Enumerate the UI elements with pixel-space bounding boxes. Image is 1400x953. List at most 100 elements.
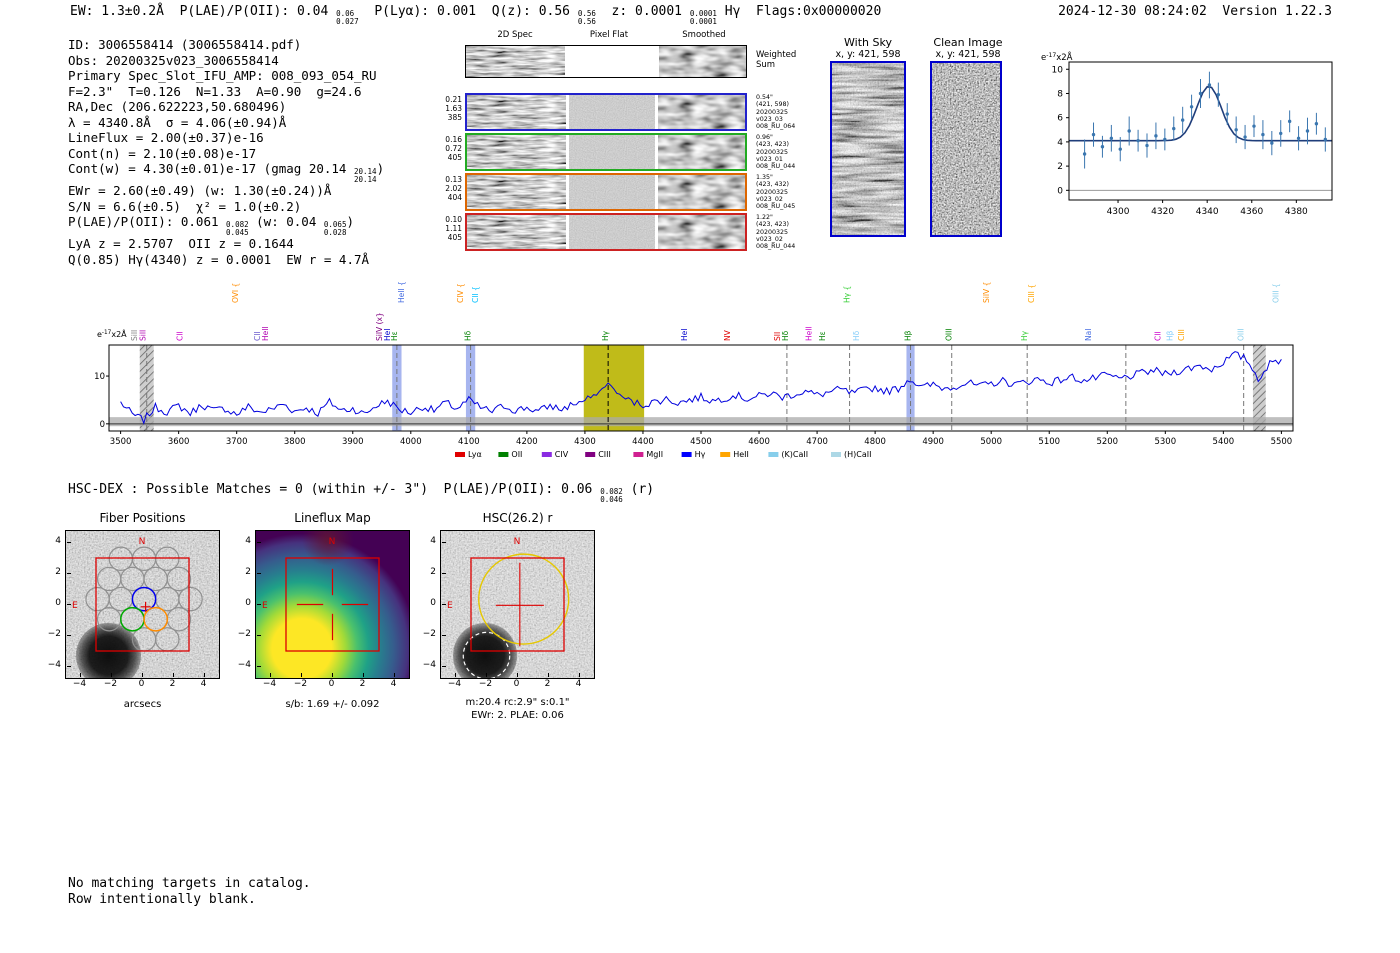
- info-line: F=2.3" T=0.126 N=1.33 A=0.90 g=24.6: [68, 84, 384, 100]
- smoothed-image: [658, 46, 746, 77]
- text-segment: (w: 0.04: [248, 214, 324, 229]
- info-line: LyA z = 2.5707 OII z = 0.1644: [68, 236, 384, 252]
- emission-line-label: Hδ: [781, 330, 790, 341]
- text-segment: RA,Dec (206.622223,50.680496): [68, 99, 287, 114]
- emission-line-label: CIII: [1177, 329, 1186, 341]
- text-segment: HSC-DEX : Possible Matches = 0 (within +…: [68, 482, 601, 497]
- weighted-fiber-circle: [131, 586, 157, 612]
- stacked-value: 20.14: [353, 174, 377, 184]
- clean-subtitle: x, y: 421, 598: [935, 49, 1001, 60]
- ifu-extent-box: [285, 557, 380, 652]
- legend-label: (K)CaII: [781, 450, 808, 459]
- info-line: S/N = 6.6(±0.5) χ² = 1.0(±0.2): [68, 199, 384, 215]
- spectrum-line: [120, 351, 1282, 425]
- panel-y-tick-label: −2: [47, 628, 61, 639]
- spec2d-image: [467, 135, 566, 169]
- panel-x-tick-label: −4: [447, 679, 462, 689]
- emission-line-label: CII: [176, 331, 185, 341]
- label-sup: -17: [1046, 52, 1056, 59]
- text-segment: ID: 3006558414 (3006558414.pdf): [68, 37, 302, 52]
- spec2d-image-noise: [467, 215, 566, 249]
- panel-x-tick-label: 4: [390, 679, 397, 689]
- cutout-col-header: 2D Spec: [497, 30, 533, 40]
- ifu-extent-box: [470, 557, 565, 652]
- hsc-image-title: HSC(26.2) r: [482, 511, 553, 525]
- legend-label: HeII: [733, 450, 749, 459]
- fiber-circle: [108, 586, 134, 612]
- panel-x-tick-label: −4: [262, 679, 277, 689]
- text-segment: P(LAE)/P(OII): 0.061: [68, 214, 227, 229]
- smoothed-image: [658, 215, 745, 249]
- east-label: E: [262, 601, 268, 611]
- data-point: [1207, 83, 1212, 87]
- label-base: e: [1041, 53, 1046, 63]
- fiber-circle: [120, 566, 145, 592]
- data-point: [1172, 126, 1176, 131]
- stacked-value: 0.027: [336, 16, 359, 26]
- fiber-circle: [155, 546, 180, 571]
- label-rest: x2Å: [111, 328, 127, 339]
- stacked-uncertainty: 0.56 0.56: [578, 10, 596, 25]
- spec2d-image: [466, 46, 566, 77]
- pixel-flat-image: [568, 95, 656, 129]
- data-point: [1154, 134, 1158, 138]
- emission-line-label: Hγ {: [843, 286, 852, 303]
- panel-y-tick-label: −4: [422, 659, 436, 670]
- pixel-flat-blank: [568, 46, 656, 77]
- pixel-flat-image: [568, 135, 656, 169]
- panel-y-tick-label: 0: [245, 597, 251, 608]
- data-point: [1082, 152, 1087, 156]
- cutout-strip: [465, 45, 747, 78]
- y-axis-label: e-17x2Å: [97, 328, 127, 339]
- legend-label: Lyα: [468, 450, 482, 459]
- cutout-row-annotation: 1.35" (423, 432) 20200325 v023_02 008_RU…: [756, 174, 796, 211]
- hsc-caption-2: EWr: 2. PLAE: 0.06: [471, 710, 564, 721]
- smoothed-image: [658, 135, 745, 169]
- data-point: [1136, 138, 1140, 143]
- data-point: [1180, 118, 1185, 122]
- x-tick-label: 4000: [400, 437, 422, 447]
- data-point: [1216, 92, 1221, 97]
- spec2d-image-noise: [467, 135, 566, 169]
- stacked-uncertainty: 0.065 0.028: [324, 221, 347, 236]
- emission-line-label: Hβ: [904, 330, 913, 341]
- header-datetime: 2024-12-30 08:24:02 Version 1.22.3: [1058, 4, 1332, 19]
- text-segment: F=2.3" T=0.126 N=1.33 A=0.90 g=24.6: [68, 83, 362, 99]
- x-tick-label: 5000: [980, 437, 1002, 447]
- stacked-value: 20.14: [353, 167, 377, 176]
- spec2d-image-noise: [466, 46, 566, 77]
- x-tick-label: 3800: [284, 437, 306, 447]
- east-label: E: [72, 601, 78, 611]
- weighted-fiber-circle: [120, 606, 145, 632]
- background-noise: [66, 531, 219, 678]
- data-point: [1189, 105, 1194, 109]
- cutout-row-annotation: 1.22" (423, 423) 20200325 v023_02 008_RU…: [756, 214, 796, 251]
- legend-label: CIV: [555, 450, 569, 459]
- clean-noise: [932, 63, 1000, 235]
- y-tick-label: 4: [1057, 138, 1063, 148]
- x-tick-label: 4360: [1240, 207, 1263, 217]
- ifu-extent-box: [95, 557, 190, 652]
- withsky-subtitle: x, y: 421, 598: [835, 49, 901, 60]
- cutout-row-left-label: 0.13 2.02 404: [445, 175, 462, 202]
- x-tick-label: 3700: [226, 437, 248, 447]
- cutout-col-header: Pixel Flat: [589, 30, 629, 40]
- stacked-value: 0.06: [336, 9, 355, 18]
- smoothed-image-noise: [658, 95, 745, 129]
- smoothed-image-noise: [658, 46, 746, 77]
- y-tick-label: 2: [1057, 162, 1063, 172]
- text-segment: S/N = 6.6(±0.5) χ² = 1.0(±0.2): [68, 198, 302, 214]
- panel-x-tick-label: −2: [103, 679, 118, 689]
- text-segment: (r): [622, 482, 655, 497]
- smoothed-image-noise: [658, 135, 745, 169]
- text-segment: EW: 1.3±0.2Å P(LAE)/P(OII): 0.04: [70, 4, 337, 19]
- panel-x-tick-label: 4: [575, 679, 582, 689]
- text-segment: Q(0.85) Hγ(4340) z = 0.0001 EW r = 4.7Å: [68, 251, 370, 267]
- panel-y-tick-label: 0: [55, 597, 61, 608]
- emission-line-label: CII: [1154, 331, 1163, 341]
- y-tick-label: 8: [1057, 89, 1063, 99]
- line-fit-chart: 0 2 4 6 8 10 4300 4320 4340 4360 4380 e-17x2Å: [1041, 51, 1333, 217]
- data-point: [1305, 129, 1310, 133]
